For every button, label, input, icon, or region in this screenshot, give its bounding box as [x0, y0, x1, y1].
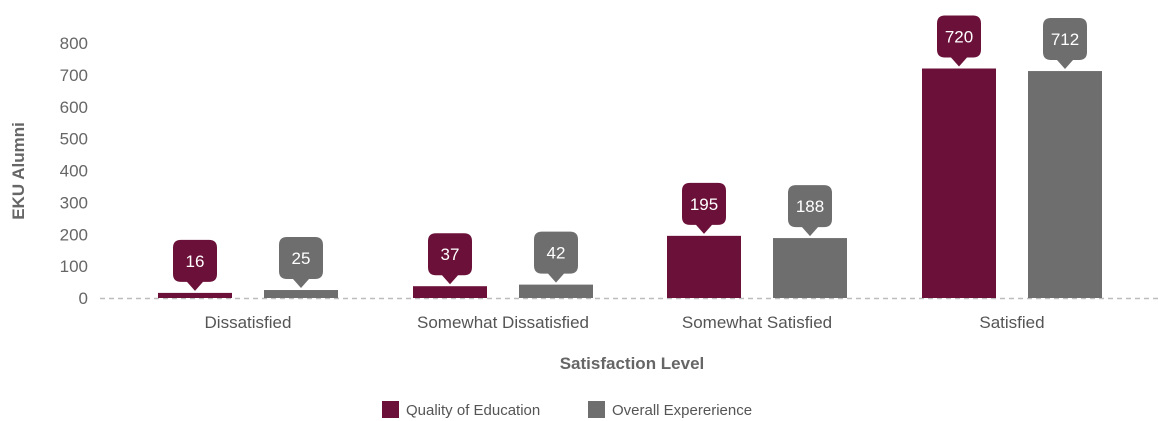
- x-tick-label: Somewhat Dissatisfied: [417, 313, 589, 332]
- data-label-bubble: [428, 233, 472, 285]
- bars: [158, 68, 1102, 298]
- x-axis-ticks: Dissatisfied Somewhat Dissatisfied Somewha…: [205, 313, 1045, 332]
- x-tick-label: Dissatisfied: [205, 313, 292, 332]
- data-label: 25: [292, 249, 311, 268]
- y-tick-label: 400: [60, 162, 88, 181]
- data-label-bubble: [937, 15, 981, 67]
- data-label: 720: [945, 28, 973, 47]
- y-tick-label: 0: [79, 289, 88, 308]
- data-label: 195: [690, 195, 718, 214]
- bar: [519, 284, 593, 298]
- y-tick-label: 600: [60, 98, 88, 117]
- y-tick-label: 800: [60, 34, 88, 53]
- bar: [773, 238, 847, 298]
- legend-label: Quality of Education: [406, 402, 540, 419]
- bar: [264, 290, 338, 298]
- data-label-bubble: [1043, 18, 1087, 70]
- data-label-bubble: [682, 182, 726, 234]
- data-labels: 16 25 37 42 195 188 720 712: [173, 15, 1087, 291]
- data-label: 16: [186, 252, 205, 271]
- data-label-bubble: [534, 231, 578, 283]
- bar: [1028, 71, 1102, 298]
- bar: [158, 292, 232, 298]
- legend-swatch: [382, 401, 399, 418]
- x-tick-label: Satisfied: [979, 313, 1044, 332]
- data-label: 712: [1051, 30, 1079, 49]
- x-tick-label: Somewhat Satisfied: [682, 313, 832, 332]
- bar: [413, 286, 487, 298]
- bar: [667, 235, 741, 298]
- y-axis-ticks: 0 100 200 300 400 500 600 700 800: [60, 34, 88, 308]
- data-label: 42: [547, 244, 566, 263]
- y-tick-label: 200: [60, 225, 88, 244]
- y-tick-label: 100: [60, 257, 88, 276]
- data-label: 37: [441, 245, 460, 264]
- legend-label: Overall Expererience: [612, 402, 752, 419]
- bar: [922, 68, 996, 298]
- data-label-bubble: [788, 185, 832, 237]
- y-tick-label: 500: [60, 130, 88, 149]
- x-axis-title: Satisfaction Level: [560, 354, 705, 373]
- legend: Quality of Education Overall Expererience: [382, 401, 752, 419]
- data-label-bubble: [279, 237, 323, 289]
- data-label: 188: [796, 197, 824, 216]
- legend-swatch: [588, 401, 605, 418]
- y-tick-label: 300: [60, 193, 88, 212]
- y-tick-label: 700: [60, 66, 88, 85]
- y-axis-title: EKU Alumni: [9, 122, 28, 220]
- data-label-bubble: [173, 239, 217, 291]
